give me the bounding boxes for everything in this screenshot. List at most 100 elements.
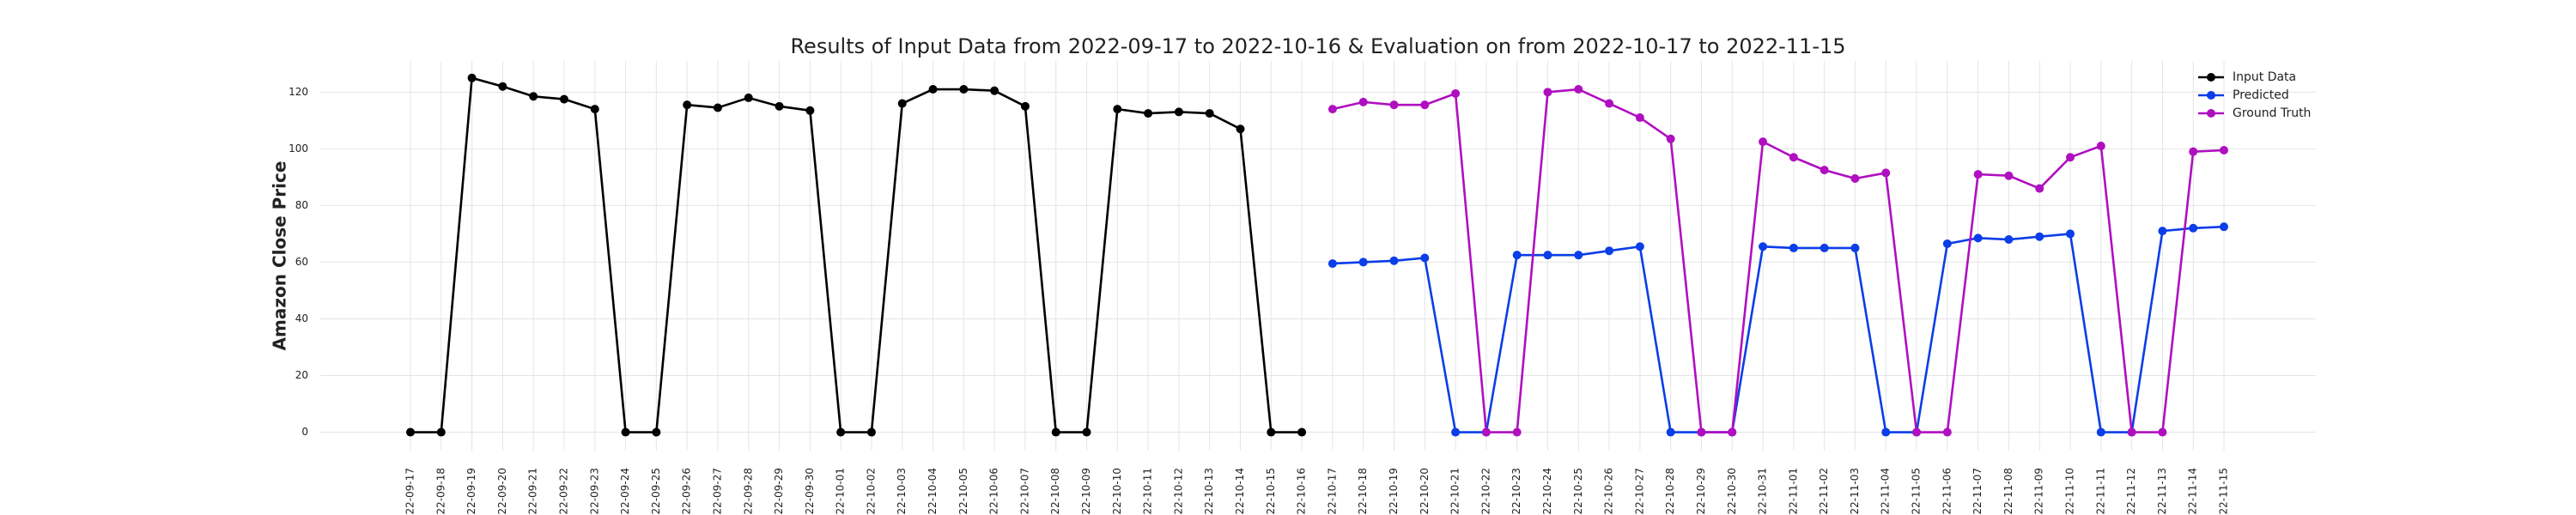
y-tick-label: 100	[289, 142, 308, 154]
data-point	[1635, 113, 1644, 123]
x-tick-label: 2022-10-30	[1726, 468, 1738, 515]
x-tick-label: 2022-10-19	[1388, 468, 1400, 515]
data-point	[805, 106, 815, 115]
x-tick-label: 2022-10-05	[957, 468, 969, 515]
x-tick-label: 2022-10-09	[1080, 468, 1092, 515]
y-tick-label: 20	[295, 369, 308, 381]
x-tick-label: 2022-11-14	[2187, 468, 2199, 515]
data-point	[2004, 235, 2014, 245]
data-point	[1942, 239, 1952, 248]
x-tick-label: 2022-11-07	[1971, 468, 1984, 515]
x-tick-label: 2022-11-13	[2156, 468, 2168, 515]
data-point	[436, 427, 446, 437]
data-point	[1881, 168, 1891, 178]
x-tick-label: 2022-09-21	[527, 468, 539, 515]
x-tick-label: 2022-10-20	[1419, 468, 1431, 515]
x-tick-label: 2022-11-03	[1849, 468, 1861, 515]
data-point	[1543, 88, 1552, 97]
x-tick-label: 2022-09-30	[804, 468, 816, 515]
data-point	[2004, 171, 2014, 180]
series-line	[410, 76, 1303, 433]
data-point	[2127, 427, 2136, 437]
x-tick-label: 2022-10-04	[927, 468, 939, 515]
x-tick-label: 2022-09-20	[496, 468, 508, 515]
data-point	[2220, 146, 2228, 155]
data-point	[959, 85, 969, 94]
x-tick-label: 2022-11-11	[2094, 468, 2106, 515]
x-tick-label: 2022-11-09	[2033, 468, 2045, 515]
x-tick-label: 2022-11-01	[1787, 468, 1799, 515]
data-point	[1420, 100, 1430, 110]
x-tick-label: 2022-10-25	[1572, 468, 1584, 515]
data-point	[1850, 243, 1860, 252]
y-tick-label: 60	[295, 256, 308, 268]
data-point	[652, 427, 661, 437]
data-point	[2158, 427, 2167, 437]
data-point	[1850, 174, 1860, 184]
data-point	[1697, 427, 1706, 437]
legend-marker	[2207, 109, 2215, 118]
x-tick-label: 2022-10-10	[1111, 468, 1123, 515]
data-point	[1327, 259, 1337, 269]
data-point	[775, 101, 784, 111]
data-point	[1113, 105, 1122, 114]
x-tick-label: 2022-11-10	[2064, 468, 2076, 515]
data-point	[1820, 243, 1829, 252]
x-tick-label: 2022-10-31	[1757, 468, 1769, 515]
legend-marker	[2207, 91, 2215, 100]
x-tick-label: 2022-10-16	[1296, 468, 1308, 515]
data-point	[1912, 427, 1922, 437]
data-point	[1574, 85, 1583, 94]
x-tick-label: 2022-09-24	[619, 468, 631, 515]
x-tick-label: 2022-10-13	[1203, 468, 1215, 515]
x-tick-label: 2022-11-02	[1818, 468, 1830, 515]
x-tick-label: 2022-10-27	[1633, 468, 1645, 515]
data-point	[2066, 229, 2075, 239]
data-point	[406, 427, 415, 437]
data-point	[713, 103, 722, 112]
data-point	[1451, 427, 1461, 437]
data-point	[1205, 109, 1214, 118]
data-point	[1327, 105, 1337, 114]
data-point	[1358, 258, 1368, 267]
data-point	[2096, 142, 2105, 151]
data-point	[1666, 134, 1675, 143]
data-point	[1759, 137, 1768, 147]
data-point	[1020, 101, 1030, 111]
x-tick-label: 2022-10-26	[1603, 468, 1615, 515]
x-tick-label: 2022-10-07	[1018, 468, 1030, 515]
x-tick-label: 2022-11-06	[1941, 468, 1953, 515]
x-tick-label: 2022-10-17	[1326, 468, 1338, 515]
data-point	[2035, 184, 2044, 193]
legend-label: Ground Truth	[2233, 106, 2311, 120]
legend-label: Predicted	[2233, 88, 2289, 102]
x-tick-label: 2022-09-22	[557, 468, 569, 515]
data-point	[1789, 243, 1798, 252]
x-tick-label: 2022-10-29	[1695, 468, 1707, 515]
data-point	[866, 427, 876, 437]
data-point	[1789, 153, 1798, 162]
data-point	[1666, 427, 1675, 437]
legend-marker	[2207, 73, 2215, 82]
data-point	[1605, 246, 1614, 256]
data-point	[2158, 227, 2167, 236]
data-point	[559, 94, 568, 104]
x-tick-label: 2022-10-28	[1664, 468, 1676, 515]
data-point	[2035, 232, 2044, 241]
data-point	[1389, 100, 1399, 110]
x-tick-label: 2022-09-26	[681, 468, 693, 515]
data-point	[990, 86, 999, 95]
data-point	[1543, 251, 1552, 260]
x-tick-label: 2022-10-12	[1172, 468, 1184, 515]
data-point	[1451, 88, 1461, 98]
data-point	[1728, 427, 1737, 437]
data-point	[2096, 427, 2105, 437]
y-tick-label: 40	[295, 312, 308, 324]
y-tick-label: 120	[289, 86, 308, 98]
data-point	[2066, 153, 2075, 162]
data-point	[836, 427, 846, 437]
data-point	[1051, 427, 1060, 437]
x-tick-label: 2022-10-15	[1265, 468, 1277, 515]
data-point	[1512, 427, 1522, 437]
